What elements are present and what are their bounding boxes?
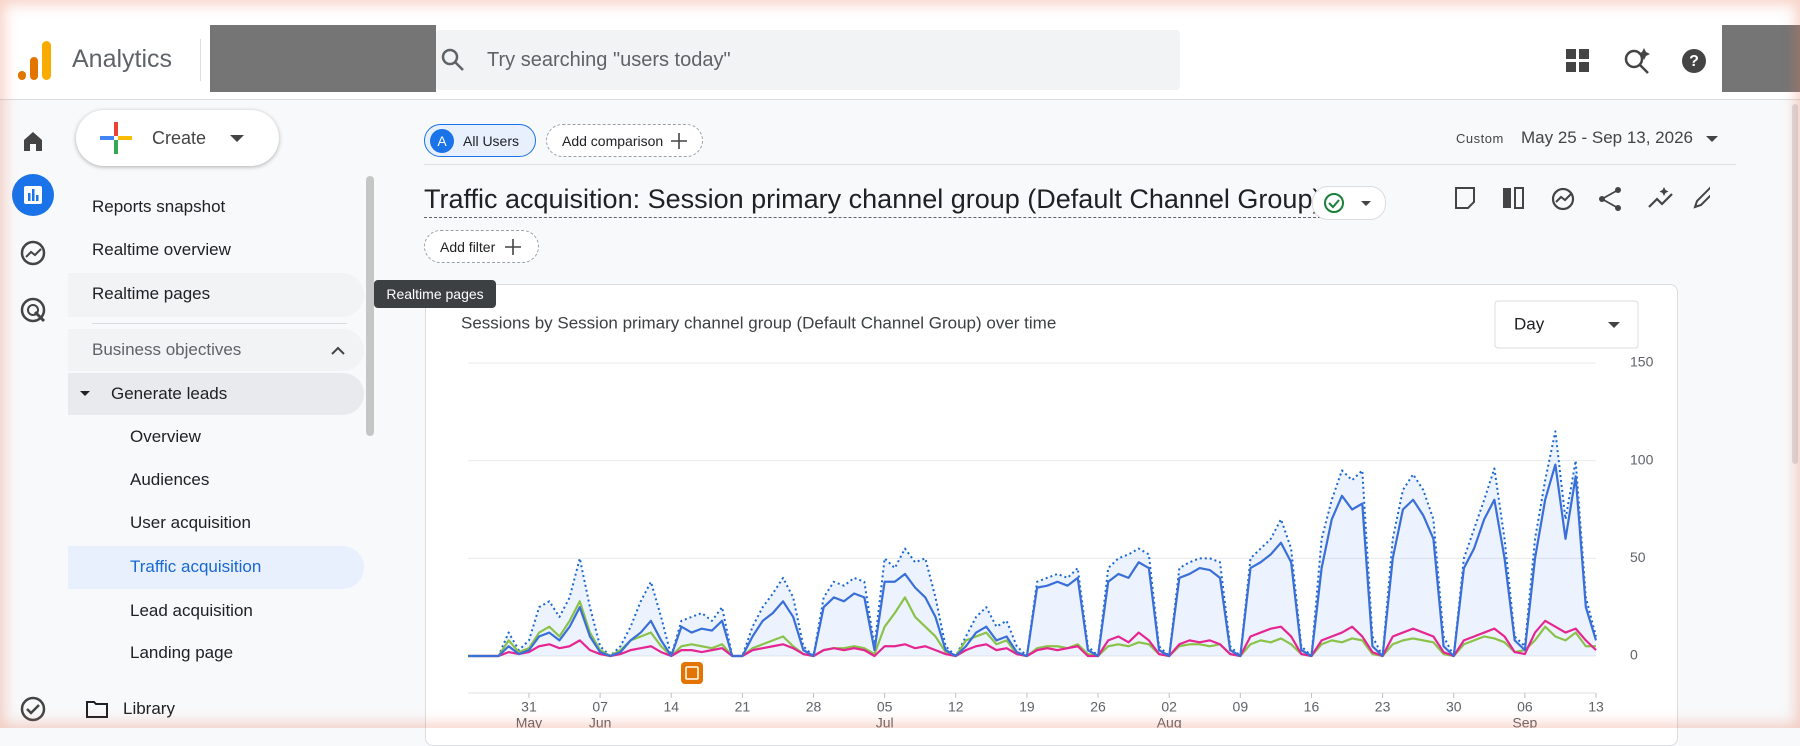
y-tick-label: 50 (1630, 549, 1646, 565)
status-chip[interactable] (1312, 186, 1386, 220)
page-title: Traffic acquisition: Session primary cha… (424, 184, 1322, 218)
divider (200, 39, 201, 81)
segment-label: All Users (463, 132, 520, 149)
tooltip: Realtime pages (374, 280, 496, 308)
search-icon (441, 48, 464, 71)
x-tick-label: 19 (1019, 699, 1035, 715)
y-tick-label: 0 (1630, 647, 1638, 663)
product-name: Analytics (72, 45, 173, 73)
x-tick-label: 21 (735, 699, 751, 715)
header: Analytics Try searching "users today" ? (0, 23, 1800, 100)
x-tick-label: 02 (1161, 699, 1177, 715)
group-arrow (80, 391, 90, 396)
plus-icon (100, 122, 132, 154)
y-tick-label: 100 (1630, 451, 1654, 467)
x-tick-label: 12 (948, 699, 964, 715)
x-tick-sublabel: Jun (589, 715, 612, 728)
granularity-arrow (1608, 322, 1620, 328)
apps-icon[interactable] (1566, 49, 1590, 73)
add-comparison-chip[interactable]: Add comparison (546, 124, 703, 157)
x-tick-label: 09 (1233, 699, 1249, 715)
nav-divider (92, 323, 347, 324)
granularity-label: Day (1514, 314, 1545, 333)
x-tick-sublabel: Aug (1157, 715, 1182, 728)
add-filter-chip[interactable]: Add filter (424, 230, 539, 263)
nav-subitem-active[interactable]: Traffic acquisition (130, 557, 262, 576)
plus-icon (505, 238, 522, 255)
plus-icon (671, 132, 688, 149)
x-tick-label: 31 (521, 699, 537, 715)
nav-subitem[interactable]: User acquisition (130, 513, 251, 532)
insights-icon[interactable] (1622, 46, 1652, 76)
svg-text:?: ? (1689, 53, 1699, 70)
date-range[interactable]: May 25 - Sep 13, 2026 (1521, 128, 1694, 147)
add-filter-label: Add filter (440, 238, 496, 255)
y-tick-label: 150 (1630, 354, 1654, 370)
x-tick-label: 06 (1517, 699, 1533, 715)
nav-library[interactable]: Library (123, 699, 175, 718)
search-placeholder: Try searching "users today" (487, 49, 731, 71)
annotation-glyph (685, 666, 699, 680)
collapse-icon[interactable] (331, 346, 345, 356)
nav-group[interactable]: Generate leads (111, 384, 228, 403)
check-icon (1324, 193, 1344, 213)
report-actions[interactable] (1450, 183, 1710, 217)
dropdown-arrow (230, 135, 244, 142)
series-line (468, 463, 1598, 658)
nav-section-bg (68, 329, 364, 371)
series-line (468, 619, 1597, 658)
toolbar-divider (424, 164, 1736, 165)
top-strip (0, 0, 1800, 23)
nav-subitem[interactable]: Audiences (130, 470, 210, 489)
x-tick-label: 14 (663, 699, 679, 715)
x-tick-label: 26 (1090, 699, 1106, 715)
masked-area (1722, 25, 1800, 92)
segment-chip[interactable]: A All Users (424, 124, 536, 157)
date-arrow[interactable] (1706, 136, 1718, 143)
scrollbar (366, 176, 374, 436)
help-icon[interactable]: ? (1681, 48, 1707, 74)
x-tick-label: 07 (592, 699, 608, 715)
nav-section[interactable]: Business objectives (92, 340, 242, 359)
create-label: Create (152, 128, 207, 148)
nav-item[interactable]: Reports snapshot (92, 197, 226, 216)
add-comparison-label: Add comparison (562, 132, 664, 149)
create-button[interactable]: Create (76, 110, 279, 166)
search-box[interactable]: Try searching "users today" (436, 30, 1180, 90)
nav-subitem[interactable]: Overview (130, 427, 201, 446)
x-tick-sublabel: Sep (1512, 715, 1537, 728)
date-label: Custom (1456, 131, 1504, 146)
status-arrow (1361, 201, 1371, 206)
nav-active-bg (68, 546, 364, 589)
x-tick-label: 13 (1588, 699, 1604, 715)
x-tick-label: 16 (1304, 699, 1320, 715)
nav-group-bg (68, 373, 364, 415)
x-tick-label: 05 (877, 699, 893, 715)
x-tick-label: 23 (1375, 699, 1391, 715)
chart: Sessions by Session primary channel grou… (461, 300, 1654, 728)
x-tick-label: 30 (1446, 699, 1462, 715)
x-tick-sublabel: May (516, 715, 542, 728)
x-tick-label: 28 (806, 699, 822, 715)
series-line (468, 430, 1597, 657)
folder-icon (86, 701, 108, 718)
left-rail (12, 132, 54, 722)
chart-title: Sessions by Session primary channel grou… (461, 313, 1056, 332)
nav-subitem[interactable]: Lead acquisition (130, 601, 253, 620)
granularity-select[interactable] (1494, 300, 1639, 349)
segment-badge: A (430, 128, 454, 153)
annotation-icon[interactable] (681, 662, 703, 684)
nav-item[interactable]: Realtime pages (92, 284, 211, 303)
nav-item[interactable]: Realtime overview (92, 240, 231, 259)
x-tick-sublabel: Jul (876, 715, 894, 728)
masked-area (210, 25, 436, 92)
logo (18, 41, 51, 80)
nav-hover (68, 273, 364, 317)
page-scrollbar (1792, 104, 1798, 464)
nav-subitem[interactable]: Landing page (130, 643, 234, 662)
